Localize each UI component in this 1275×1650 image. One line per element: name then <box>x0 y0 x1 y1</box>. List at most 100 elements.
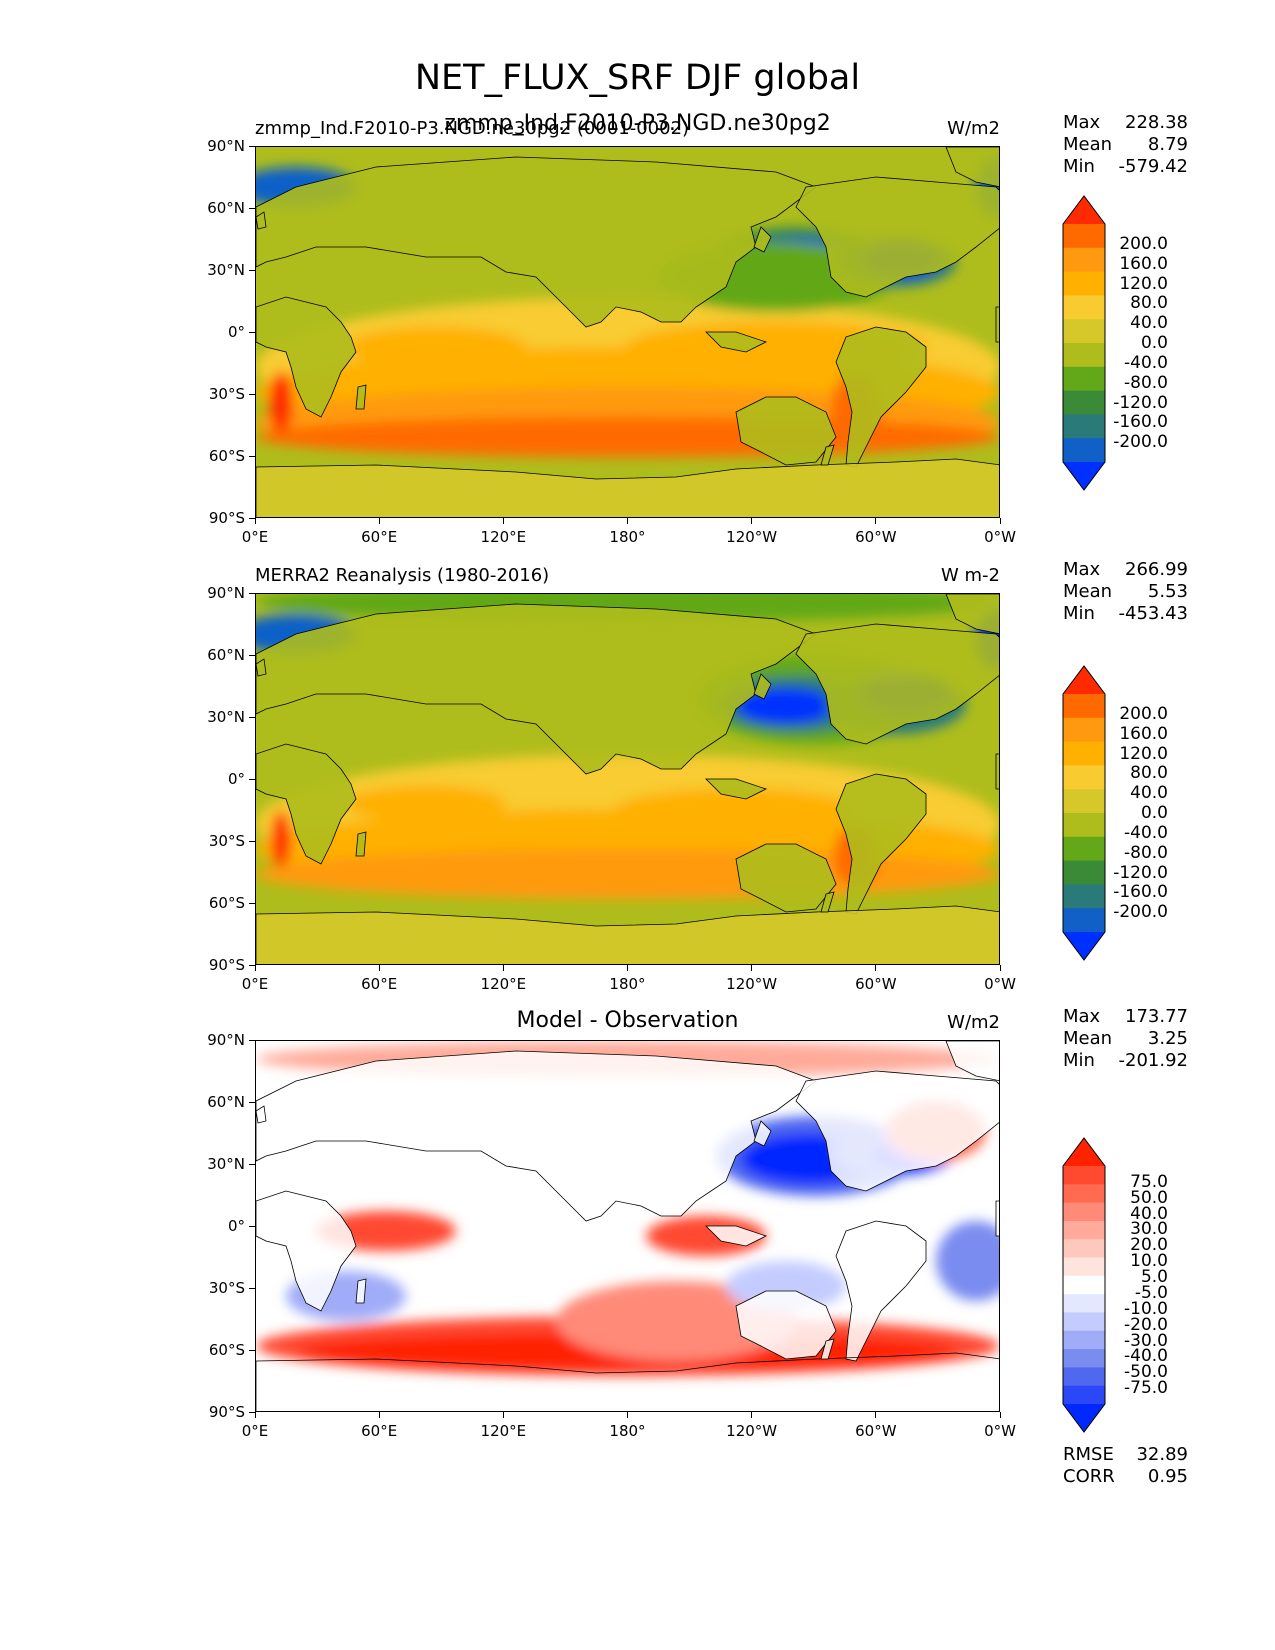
panel-0-colorbar <box>1062 195 1106 491</box>
coastline-nz <box>820 444 835 466</box>
colorbar-bin <box>1063 390 1105 415</box>
coastline-uk <box>256 1105 267 1124</box>
colorbar-bin <box>1063 1166 1105 1185</box>
panel-2-stat-max: Max 173.77 <box>1063 1006 1188 1028</box>
lat-tick-mark <box>249 1287 255 1289</box>
stat-label: Max <box>1063 112 1101 133</box>
coastline-madagascar <box>355 831 367 857</box>
lon-tick-mark <box>999 518 1001 524</box>
lat-tick-mark <box>249 455 255 457</box>
coastline-eurasia <box>256 156 817 328</box>
colorbar-bin <box>1063 908 1105 933</box>
colorbar-label: 5.0 <box>1140 1267 1168 1288</box>
colorbar-label: -80.0 <box>1124 372 1168 393</box>
stat-label: Max <box>1063 559 1101 580</box>
colorbar-label: 200.0 <box>1119 233 1168 254</box>
coastline-namerica <box>795 1070 999 1192</box>
lat-tick-label: 60°N <box>207 646 245 664</box>
colorbar-label: -30.0 <box>1124 1330 1168 1351</box>
lat-tick-label: 30°S <box>208 385 245 403</box>
lat-tick-mark <box>249 269 255 271</box>
coastline-nz <box>820 1338 835 1360</box>
lat-tick-mark <box>249 331 255 333</box>
stat-label: Max <box>1063 1006 1101 1027</box>
colorbar-bin <box>1063 438 1105 463</box>
colorbar-bin <box>1063 1294 1105 1313</box>
colorbar-label: 40.0 <box>1130 783 1168 804</box>
field-contour <box>556 1281 796 1361</box>
colorbar-bin <box>1063 1330 1105 1350</box>
colorbar-bin <box>1063 343 1105 368</box>
lat-tick-mark <box>249 1411 255 1413</box>
lon-tick-label: 120°E <box>480 528 527 546</box>
colorbar-label: -40.0 <box>1124 822 1168 843</box>
lon-tick-label: 60°E <box>361 975 398 993</box>
coastline-greenland <box>945 147 999 188</box>
coastline-greenland <box>945 594 999 635</box>
lat-tick-label: 60°N <box>207 1093 245 1111</box>
stat-label: Mean <box>1063 581 1113 602</box>
lat-tick-label: 90°N <box>207 137 245 155</box>
colorbar-label: 0.0 <box>1140 803 1168 823</box>
colorbar-bin <box>1063 741 1105 766</box>
lon-tick-mark <box>378 965 380 971</box>
coastline-madagascar <box>355 384 367 410</box>
lon-tick-label: 120°W <box>726 1422 778 1440</box>
colorbar-label: -160.0 <box>1113 882 1168 903</box>
colorbar-label: -20.0 <box>1124 1314 1168 1335</box>
lat-tick-label: 90°N <box>207 584 245 602</box>
coastline-africa <box>256 296 357 418</box>
colorbar-label: 0.0 <box>1140 333 1168 353</box>
colorbar-extend-top <box>1063 1138 1105 1166</box>
lat-tick-label: 30°N <box>207 1155 245 1173</box>
panel-1-stat-min: Min -453.43 <box>1063 603 1188 625</box>
field-contour <box>936 1221 999 1301</box>
lon-tick-mark <box>875 965 877 971</box>
colorbar-bin <box>1063 1220 1105 1240</box>
lat-tick-label: 30°S <box>208 1279 245 1297</box>
lon-tick-label: 0°W <box>984 528 1016 546</box>
lat-tick-mark <box>249 1349 255 1351</box>
coastline-eurasia <box>256 603 817 775</box>
coastline-japan <box>753 226 772 253</box>
colorbar-bin <box>1063 717 1105 743</box>
colorbar-extend-top <box>1063 666 1105 694</box>
colorbar-bin <box>1063 1239 1105 1259</box>
lon-tick-label: 0°E <box>241 528 269 546</box>
colorbar-bin <box>1063 1349 1105 1368</box>
lon-tick-mark <box>875 1412 877 1418</box>
lon-tick-mark <box>502 965 504 971</box>
lat-tick-mark <box>249 393 255 395</box>
stat-value: 3.25 <box>1147 1028 1188 1049</box>
coastline-madagascar <box>355 1278 367 1304</box>
stat-label: Min <box>1063 1050 1095 1071</box>
stat-value: -201.92 <box>1118 1050 1188 1071</box>
panel-0-stat-min: Min -579.42 <box>1063 156 1188 178</box>
colorbar-label: 120.0 <box>1119 273 1168 294</box>
colorbar-label: -200.0 <box>1113 432 1168 453</box>
lon-tick-mark <box>751 518 753 524</box>
panel-1-colorbar <box>1062 665 1106 961</box>
lon-tick-mark <box>254 965 256 971</box>
panel-1-units: W m-2 <box>940 565 1000 586</box>
colorbar-label: -120.0 <box>1113 392 1168 413</box>
lat-tick-mark <box>249 1101 255 1103</box>
panel-0-map <box>255 146 1000 518</box>
coastline-samerica <box>835 773 927 915</box>
colorbar-label: 50.0 <box>1130 1187 1168 1208</box>
rmse-stat: RMSE 32.89 <box>1063 1444 1188 1466</box>
coastline-indonesia <box>705 778 768 800</box>
stat-value: 173.77 <box>1125 1006 1188 1027</box>
field-contour <box>269 372 293 432</box>
lat-tick-label: 60°S <box>208 447 245 465</box>
lon-tick-mark <box>875 518 877 524</box>
coastline-indonesia <box>705 1225 768 1247</box>
stat-value: 228.38 <box>1125 112 1188 133</box>
lon-tick-label: 120°E <box>480 1422 527 1440</box>
lat-tick-label: 30°N <box>207 261 245 279</box>
colorbar-outline <box>1062 195 1106 491</box>
colorbar-bin <box>1063 694 1105 719</box>
lat-tick-mark <box>249 1039 255 1041</box>
stat-label: RMSE <box>1063 1444 1114 1465</box>
coastline-africa_east <box>995 753 999 790</box>
